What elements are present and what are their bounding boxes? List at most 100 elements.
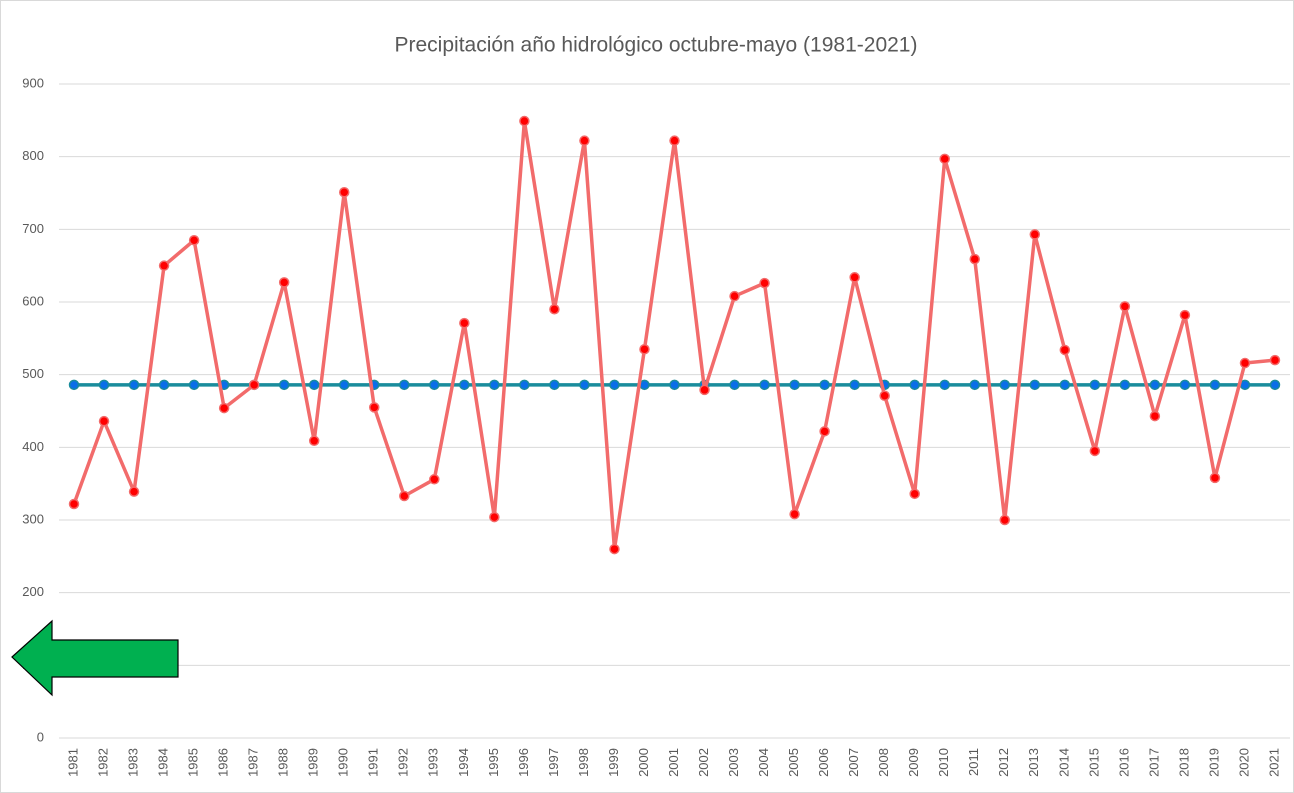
- data-point: [1119, 301, 1131, 312]
- x-tick-label: 2011: [966, 748, 981, 776]
- x-tick-label: 2017: [1146, 748, 1161, 777]
- y-tick-label: 700: [22, 221, 44, 236]
- data-point: [699, 384, 710, 396]
- x-tick-label: 2003: [726, 748, 741, 777]
- data-point: [1059, 379, 1071, 391]
- x-tick-label: 2005: [786, 748, 801, 777]
- data-point: [1179, 309, 1191, 321]
- data-point: [819, 426, 830, 437]
- y-tick-label: 900: [22, 75, 44, 90]
- x-tick-label: 2015: [1086, 748, 1101, 777]
- x-tick-label: 1996: [516, 748, 531, 777]
- data-point: [1029, 229, 1041, 240]
- x-tick-label: 1998: [576, 748, 591, 777]
- data-point: [158, 379, 170, 391]
- data-point: [909, 488, 920, 500]
- data-point: [429, 379, 440, 391]
- data-point: [969, 379, 980, 391]
- y-tick-label: 200: [22, 584, 44, 599]
- x-tick-label: 2002: [696, 748, 711, 777]
- data-point: [1149, 379, 1161, 391]
- data-point: [489, 511, 500, 523]
- x-tick-label: 1990: [336, 748, 351, 777]
- y-tick-label: 400: [22, 439, 44, 454]
- x-tick-label: 1989: [306, 748, 321, 777]
- x-tick-label: 2018: [1176, 748, 1191, 777]
- data-point: [519, 379, 530, 391]
- data-point: [819, 379, 830, 391]
- x-tick-label: 2001: [666, 748, 681, 777]
- data-point: [999, 379, 1011, 391]
- data-point: [188, 234, 200, 246]
- data-point: [609, 543, 620, 555]
- data-point: [549, 304, 560, 315]
- data-point: [759, 277, 770, 289]
- data-point: [789, 379, 800, 391]
- data-point: [849, 272, 860, 283]
- x-tick-label: 1985: [186, 748, 201, 777]
- data-point: [278, 277, 290, 288]
- data-point: [248, 379, 260, 391]
- x-tick-label: 1988: [276, 748, 291, 777]
- x-tick-label: 2004: [756, 748, 771, 777]
- arrow: [11, 619, 179, 697]
- data-point: [789, 508, 800, 520]
- data-point: [849, 379, 860, 391]
- y-tick-label: 0: [37, 729, 44, 744]
- data-point: [278, 379, 290, 391]
- data-point: [489, 379, 500, 391]
- data-point: [549, 379, 560, 391]
- data-point: [459, 317, 470, 329]
- data-point: [1269, 354, 1281, 366]
- data-point: [1089, 445, 1101, 457]
- data-point: [98, 379, 110, 391]
- data-point: [1029, 379, 1041, 391]
- data-point: [308, 435, 320, 447]
- x-tick-label: 2007: [846, 748, 861, 777]
- data-point: [969, 253, 980, 265]
- y-tick-label: 600: [22, 293, 44, 308]
- data-point: [128, 379, 140, 391]
- data-point: [128, 486, 140, 497]
- data-point: [399, 490, 410, 502]
- data-point: [1269, 379, 1281, 391]
- data-point: [879, 390, 890, 401]
- data-point: [1149, 410, 1161, 422]
- data-point: [939, 153, 950, 165]
- data-point: [68, 498, 80, 510]
- data-point: [609, 379, 620, 391]
- x-tick-label: 2013: [1026, 748, 1041, 777]
- x-tick-label: 1983: [125, 748, 140, 777]
- y-tick-label: 300: [22, 511, 44, 526]
- data-point: [1209, 379, 1221, 391]
- x-tick-label: 2012: [996, 748, 1011, 777]
- data-point: [729, 379, 740, 391]
- x-tick-label: 1982: [95, 748, 110, 777]
- data-point: [399, 379, 410, 391]
- x-tick-label: 1997: [546, 748, 561, 777]
- x-tick-label: 1999: [606, 748, 621, 777]
- data-point: [729, 290, 740, 302]
- data-point: [1059, 344, 1071, 356]
- data-point: [158, 260, 170, 271]
- data-point: [579, 135, 590, 146]
- data-point: [579, 379, 590, 391]
- data-point: [999, 514, 1011, 526]
- x-tick-label: 1995: [486, 748, 501, 777]
- x-tick-label: 2010: [936, 748, 951, 777]
- data-point: [669, 379, 680, 391]
- y-tick-label: 500: [22, 366, 44, 381]
- data-point: [369, 402, 380, 413]
- x-tick-label: 2014: [1056, 748, 1071, 777]
- x-tick-label: 1984: [156, 748, 171, 777]
- x-tick-label: 1992: [396, 748, 411, 777]
- data-point: [1209, 472, 1221, 484]
- data-point: [98, 415, 110, 427]
- x-tick-label: 2009: [906, 748, 921, 777]
- data-point: [68, 379, 80, 391]
- x-tick-label: 1986: [216, 748, 231, 777]
- data-point: [188, 379, 200, 391]
- data-point: [669, 135, 680, 146]
- data-point: [308, 379, 320, 391]
